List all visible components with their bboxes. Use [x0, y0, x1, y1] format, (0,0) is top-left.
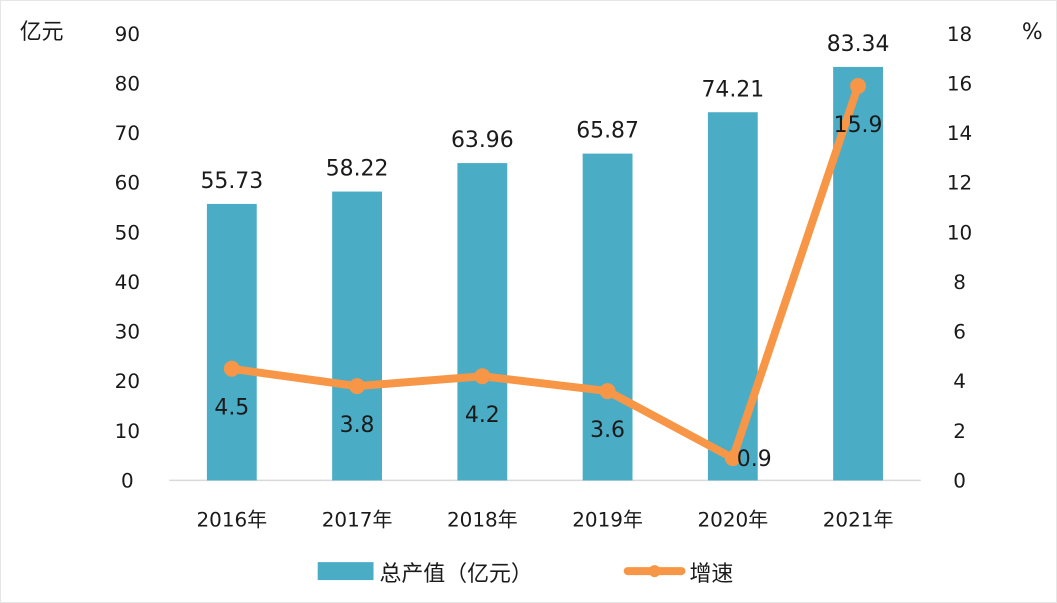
left-axis: 0 10 20 30 40 50 60 70 80 90 [115, 23, 140, 493]
left-axis-tick-label: 30 [115, 321, 140, 344]
growth-line [227, 82, 863, 463]
bar-data-label: 58.22 [326, 157, 389, 182]
right-axis-tick-label: 14 [947, 122, 972, 145]
bar-data-label: 74.21 [701, 77, 764, 102]
legend-bar-label: 总产值（亿元） [379, 562, 532, 587]
x-axis-tick-label: 2021年 [823, 508, 894, 531]
left-axis-tick-label: 0 [121, 469, 134, 492]
bar-data-labels: 55.73 58.22 63.96 65.87 74.21 83.34 [200, 32, 889, 194]
growth-points [223, 78, 867, 467]
growth-data-label: 3.8 [340, 413, 375, 438]
bar [206, 203, 257, 481]
growth-point [474, 368, 491, 385]
x-axis-tick-label: 2016年 [197, 508, 268, 531]
growth-point [599, 383, 616, 400]
left-axis-tick-label: 20 [115, 370, 140, 393]
legend-bar-swatch [317, 562, 374, 581]
growth-data-label: 15.9 [834, 113, 883, 138]
right-axis-tick-label: 6 [953, 321, 966, 344]
legend: 总产值（亿元） 增速 [317, 562, 733, 587]
bar-data-label: 63.96 [451, 128, 514, 153]
right-axis-tick-label: 10 [947, 221, 972, 244]
right-axis-tick-label: 4 [953, 370, 966, 393]
left-axis-tick-label: 90 [115, 23, 140, 46]
right-axis-unit: % [1022, 20, 1043, 45]
growth-data-label: 4.2 [465, 403, 500, 428]
bar [457, 163, 508, 481]
left-axis-unit: 亿元 [20, 20, 64, 45]
left-axis-tick-label: 80 [115, 72, 140, 95]
growth-data-label: 4.5 [214, 396, 249, 421]
right-axis-tick-label: 8 [953, 271, 966, 294]
growth-point [349, 378, 366, 395]
bar-data-label: 83.34 [827, 32, 890, 57]
bar-data-label: 55.73 [200, 169, 263, 194]
x-axis-tick-label: 2017年 [322, 508, 393, 531]
x-axis-tick-label: 2019年 [572, 508, 643, 531]
right-axis-tick-label: 18 [947, 23, 972, 46]
bar [707, 112, 758, 481]
right-axis: 0 2 4 6 8 10 12 14 16 18 [947, 23, 972, 493]
right-axis-tick-label: 16 [947, 72, 972, 95]
growth-data-label: 3.6 [590, 418, 625, 443]
right-axis-tick-label: 2 [953, 420, 966, 443]
x-axis-tick-label: 2018年 [447, 508, 518, 531]
growth-data-label: 0.9 [737, 447, 772, 472]
growth-point [223, 360, 240, 377]
left-axis-tick-label: 10 [115, 420, 140, 443]
left-axis-tick-label: 50 [115, 221, 140, 244]
bar [332, 191, 382, 481]
growth-data-labels: 4.5 3.8 4.2 3.6 0.9 15.9 [214, 113, 882, 472]
bar [582, 153, 633, 481]
growth-point [724, 450, 741, 467]
bar-data-label: 65.87 [576, 119, 639, 144]
legend-line-label: 增速 [689, 562, 733, 587]
left-axis-tick-label: 70 [115, 122, 140, 145]
x-axis: 2016年 2017年 2018年 2019年 2020年 2021年 [197, 508, 894, 531]
left-axis-tick-label: 40 [115, 271, 140, 294]
legend-line-marker [648, 565, 661, 578]
right-axis-tick-label: 0 [953, 469, 966, 492]
x-axis-tick-label: 2020年 [698, 508, 769, 531]
right-axis-tick-label: 12 [947, 172, 972, 195]
left-axis-tick-label: 60 [115, 172, 140, 195]
growth-point [850, 78, 867, 94]
bar-series [206, 66, 883, 481]
